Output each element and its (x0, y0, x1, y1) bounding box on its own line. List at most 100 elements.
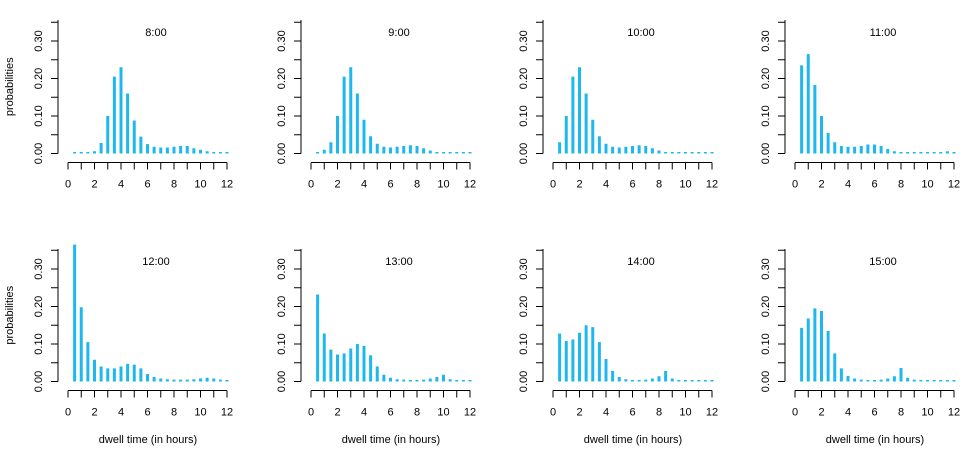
bar (146, 374, 149, 382)
bar (362, 345, 366, 382)
bar (119, 366, 123, 382)
x-tick-label: 4 (603, 407, 609, 419)
bar (813, 308, 817, 382)
bar (703, 380, 707, 382)
y-tick-label: 0.30 (33, 258, 45, 279)
bar (932, 380, 936, 382)
bar (800, 327, 804, 382)
y-tick-label: 0.10 (518, 333, 530, 354)
x-tick-label: 10 (679, 407, 691, 419)
panel-7: 0.00 0.10 0.20 0.30 0 2 4 6 8 10 12 14:00 dwell time… (518, 249, 718, 446)
bar (650, 378, 654, 382)
x-tick-label: 4 (118, 407, 124, 419)
panel-3: 0.00 0.10 0.20 0.30 0 2 4 6 8 10 12 10:00 (518, 20, 718, 191)
bar (185, 146, 189, 154)
bar (329, 142, 333, 154)
bar (617, 147, 621, 154)
x-tick-label: 6 (629, 179, 635, 191)
y-tick-label: 0.00 (33, 143, 45, 164)
panel-title: 15:00 (869, 256, 897, 268)
bar (833, 142, 837, 154)
bar (697, 380, 701, 382)
bar (119, 67, 123, 154)
bar (152, 377, 156, 382)
x-tick-label: 12 (221, 179, 233, 191)
panel-title: 9:00 (388, 27, 409, 39)
y-tick-label: 0.30 (760, 258, 772, 279)
bar (826, 330, 830, 382)
x-tick-label: 8 (898, 179, 904, 191)
bar (697, 152, 701, 154)
panel-title: 11:00 (870, 27, 897, 39)
x-tick-label: 0 (65, 179, 71, 191)
bar (833, 353, 837, 382)
bar (415, 380, 419, 382)
panel-title: 13:00 (385, 256, 413, 268)
y-tick-label: 0.10 (276, 333, 288, 354)
bar (939, 380, 943, 382)
bar (455, 380, 459, 382)
bar (435, 377, 439, 382)
bar (644, 146, 648, 154)
x-tick-label: 2 (334, 407, 340, 419)
y-tick-label: 0.20 (760, 68, 772, 89)
x-tick-label: 6 (144, 407, 150, 419)
bar (159, 378, 163, 382)
x-tick-label: 4 (118, 179, 124, 191)
y-tick-label: 0.20 (518, 68, 530, 89)
y-tick-label: 0.10 (33, 333, 45, 354)
bar (79, 307, 83, 382)
bar (690, 152, 694, 154)
bar (342, 76, 346, 154)
bar (402, 146, 406, 154)
bar (225, 152, 229, 154)
y-tick-label: 0.20 (276, 68, 288, 89)
bar (684, 380, 687, 382)
bar (355, 344, 359, 382)
x-tick-label: 0 (65, 407, 71, 419)
bar (670, 152, 674, 154)
bar (329, 349, 333, 382)
bar (597, 342, 601, 382)
bar (624, 379, 628, 382)
x-tick-label: 2 (818, 179, 824, 191)
x-tick-label: 6 (387, 179, 393, 191)
y-tick-label: 0.00 (33, 371, 45, 392)
bar (806, 54, 810, 154)
x-tick-label: 10 (921, 407, 933, 419)
y-tick-label: 0.00 (276, 143, 288, 164)
panel-6: 0.00 0.10 0.20 0.30 0 2 4 6 8 10 12 13:00 dwell time… (276, 249, 476, 446)
bar (369, 136, 373, 154)
y-tick-label: 0.00 (518, 371, 530, 392)
bar (912, 379, 916, 382)
bar (859, 379, 863, 382)
bar (873, 144, 876, 154)
bar (919, 380, 923, 382)
bar (139, 136, 143, 154)
x-tick-label: 2 (576, 407, 582, 419)
panel-1: 0.00 0.10 0.20 0.30 0 2 4 6 8 10 12 8:00 probabiliti… (4, 20, 233, 191)
y-tick-label: 0.20 (518, 296, 530, 317)
panel-title: 14:00 (627, 256, 655, 268)
bar (375, 143, 379, 154)
bar (106, 368, 110, 382)
bar (710, 152, 714, 154)
bar (899, 368, 903, 382)
bar (558, 333, 562, 382)
y-tick-label: 0.30 (518, 30, 530, 51)
bar (212, 378, 216, 382)
bar (205, 377, 209, 382)
bar (336, 116, 339, 154)
bar (132, 120, 136, 154)
bar (461, 380, 465, 382)
bar (389, 147, 392, 154)
x-tick-label: 2 (818, 407, 824, 419)
bar (336, 354, 339, 382)
x-tick-label: 8 (656, 407, 662, 419)
x-tick-label: 2 (91, 179, 97, 191)
bar (316, 294, 320, 382)
x-tick-label: 12 (221, 407, 233, 419)
bar (584, 93, 588, 154)
bar (179, 379, 183, 382)
bar (899, 152, 903, 154)
